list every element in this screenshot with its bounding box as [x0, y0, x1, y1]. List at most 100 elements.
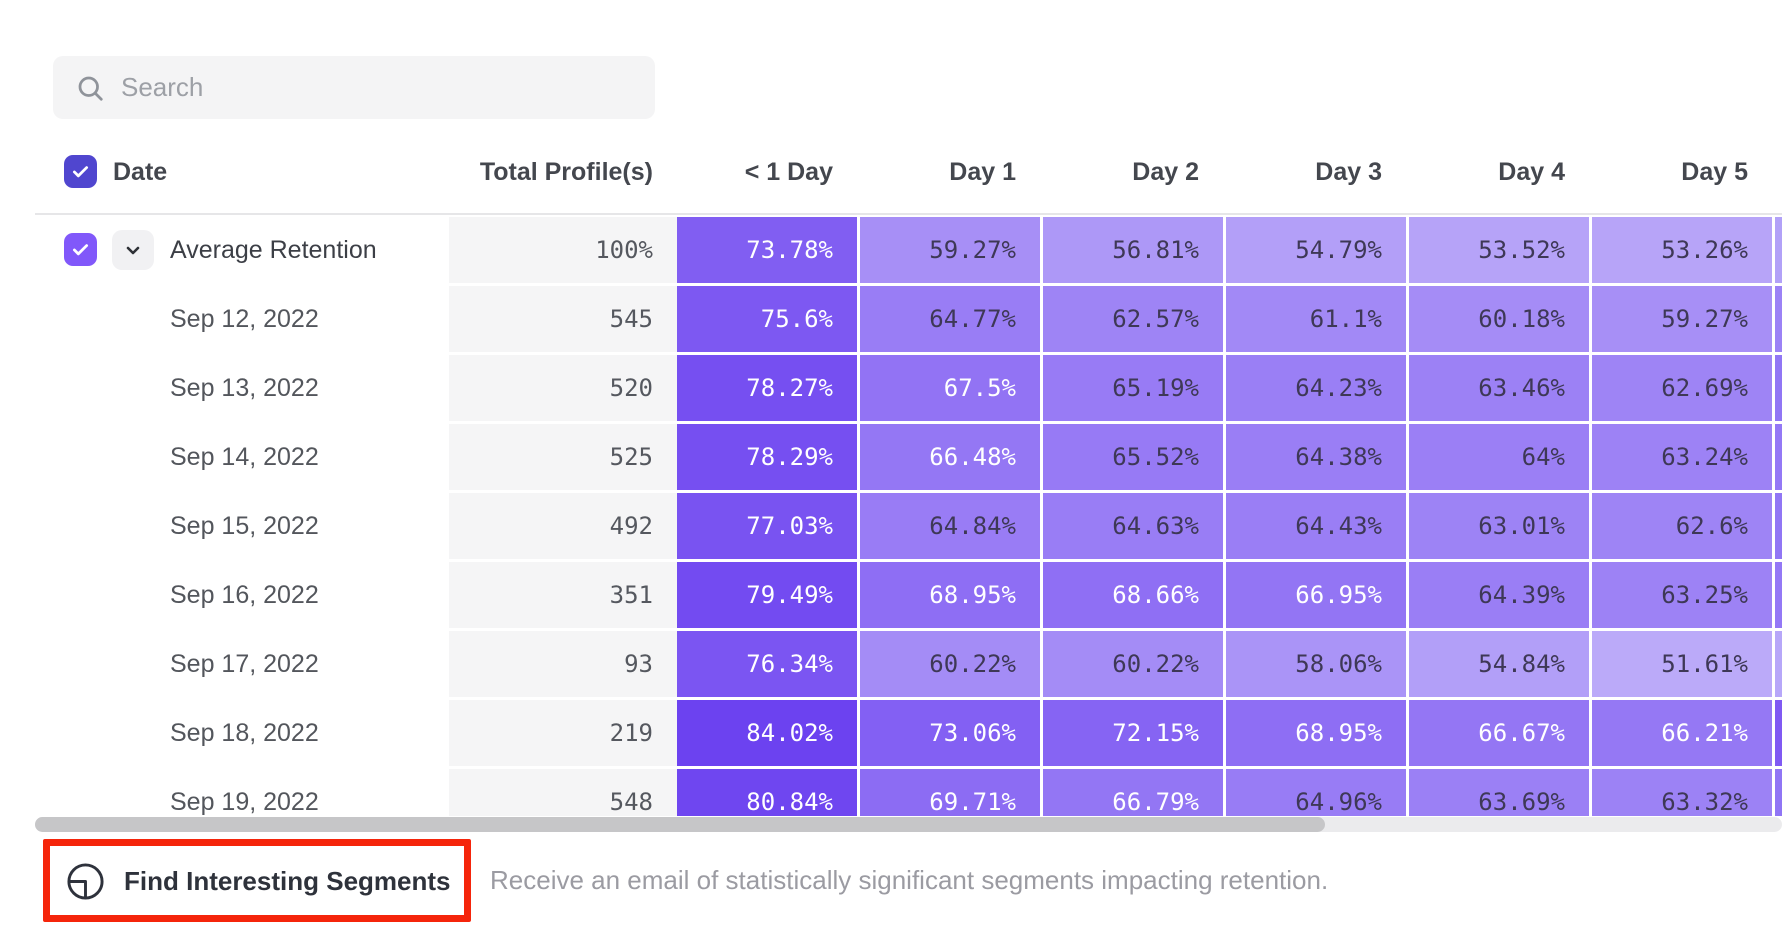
retention-cell[interactable]: 76.34% — [677, 631, 857, 697]
retention-cell[interactable]: 64.43% — [1226, 493, 1406, 559]
retention-cell[interactable]: 63.25% — [1592, 562, 1772, 628]
retention-cell[interactable]: 54.84% — [1409, 631, 1589, 697]
retention-cell[interactable]: 62.6% — [1592, 493, 1772, 559]
retention-cell[interactable]: 66.48% — [860, 424, 1040, 490]
row-label: Sep 12, 2022 — [170, 305, 319, 333]
table-row: Average Retention 100% 73.78% 59.27% 56.81% 5… — [0, 217, 1782, 283]
expand-row-button[interactable] — [112, 230, 154, 270]
search-input[interactable] — [105, 71, 655, 104]
column-header-date: Date — [113, 158, 168, 186]
cutoff-cell — [1775, 562, 1782, 628]
retention-cell[interactable]: 64.63% — [1043, 493, 1223, 559]
retention-cell[interactable]: 64.39% — [1409, 562, 1589, 628]
row-label: Sep 17, 2022 — [170, 650, 319, 678]
cutoff-cell — [1775, 493, 1782, 559]
retention-cell[interactable]: 73.06% — [860, 700, 1040, 766]
find-interesting-segments-label: Find Interesting Segments — [124, 865, 451, 896]
retention-cell[interactable]: 66.21% — [1592, 700, 1772, 766]
retention-cell[interactable]: 64% — [1409, 424, 1589, 490]
find-interesting-segments-button[interactable]: Find Interesting Segments — [66, 851, 451, 911]
retention-cell[interactable]: 58.06% — [1226, 631, 1406, 697]
cutoff-cell — [1775, 217, 1782, 283]
row-label: Sep 15, 2022 — [170, 512, 319, 540]
total-profiles-cell: 548 — [449, 769, 677, 816]
retention-cell[interactable]: 63.24% — [1592, 424, 1772, 490]
table-row: Sep 19, 2022 548 80.84% 69.71% 66.79% 64.96% 6… — [0, 769, 1782, 816]
retention-cell[interactable]: 64.23% — [1226, 355, 1406, 421]
retention-cell[interactable]: 78.29% — [677, 424, 857, 490]
total-profiles-cell: 93 — [449, 631, 677, 697]
retention-cell[interactable]: 60.18% — [1409, 286, 1589, 352]
table-row: Sep 18, 2022 219 84.02% 73.06% 72.15% 68.95% 6… — [0, 700, 1782, 766]
retention-cell[interactable]: 80.84% — [677, 769, 857, 816]
retention-cell[interactable]: 64.38% — [1226, 424, 1406, 490]
select-all-checkbox[interactable] — [64, 155, 97, 188]
cutoff-cell — [1775, 424, 1782, 490]
retention-cell[interactable]: 64.77% — [860, 286, 1040, 352]
retention-cell[interactable]: 60.22% — [860, 631, 1040, 697]
retention-cell[interactable]: 53.26% — [1592, 217, 1772, 283]
retention-cell[interactable]: 53.52% — [1409, 217, 1589, 283]
segment-icon — [67, 862, 104, 900]
row-label: Average Retention — [170, 236, 377, 264]
retention-cell[interactable]: 78.27% — [677, 355, 857, 421]
search-bar[interactable] — [53, 56, 655, 119]
retention-cell[interactable]: 77.03% — [677, 493, 857, 559]
retention-cell[interactable]: 61.1% — [1226, 286, 1406, 352]
retention-cell[interactable]: 54.79% — [1226, 217, 1406, 283]
column-header-day-2: Day 2 — [1132, 158, 1199, 186]
retention-cell[interactable]: 63.32% — [1592, 769, 1772, 816]
retention-cell[interactable]: 51.61% — [1592, 631, 1772, 697]
retention-cell[interactable]: 62.69% — [1592, 355, 1772, 421]
retention-cell[interactable]: 72.15% — [1043, 700, 1223, 766]
total-profiles-cell: 545 — [449, 286, 677, 352]
retention-table: Average Retention 100% 73.78% 59.27% 56.81% 5… — [0, 217, 1782, 816]
footer-description: Receive an email of statistically signif… — [490, 865, 1329, 895]
retention-cell[interactable]: 66.95% — [1226, 562, 1406, 628]
scrollbar-thumb[interactable] — [35, 817, 1325, 832]
retention-cell[interactable]: 84.02% — [677, 700, 857, 766]
retention-cell[interactable]: 65.19% — [1043, 355, 1223, 421]
retention-cell[interactable]: 65.52% — [1043, 424, 1223, 490]
retention-cell[interactable]: 73.78% — [677, 217, 857, 283]
retention-cell[interactable]: 69.71% — [860, 769, 1040, 816]
retention-cell[interactable]: 67.5% — [860, 355, 1040, 421]
column-header-total-profiles: Total Profile(s) — [479, 158, 653, 186]
retention-cell[interactable]: 59.27% — [860, 217, 1040, 283]
retention-cell[interactable]: 75.6% — [677, 286, 857, 352]
retention-cell[interactable]: 63.46% — [1409, 355, 1589, 421]
retention-cell[interactable]: 64.84% — [860, 493, 1040, 559]
retention-cell[interactable]: 56.81% — [1043, 217, 1223, 283]
column-header-day-1: Day 1 — [949, 158, 1016, 186]
total-profiles-cell: 351 — [449, 562, 677, 628]
table-row: Sep 14, 2022 525 78.29% 66.48% 65.52% 64.38% 6… — [0, 424, 1782, 490]
row-checkbox[interactable] — [64, 233, 97, 266]
retention-cell[interactable]: 62.57% — [1043, 286, 1223, 352]
retention-cell[interactable]: 64.96% — [1226, 769, 1406, 816]
column-header-day-3: Day 3 — [1315, 158, 1382, 186]
search-icon — [78, 76, 103, 101]
cutoff-cell — [1775, 631, 1782, 697]
checkmark-icon — [72, 166, 89, 178]
table-row: Sep 13, 2022 520 78.27% 67.5% 65.19% 64.23% 63… — [0, 355, 1782, 421]
horizontal-scrollbar[interactable] — [35, 817, 1782, 832]
row-label: Sep 19, 2022 — [170, 788, 319, 816]
retention-cell[interactable]: 63.69% — [1409, 769, 1589, 816]
column-header-day-0: < 1 Day — [744, 158, 833, 186]
retention-cell[interactable]: 79.49% — [677, 562, 857, 628]
column-header-day-4: Day 4 — [1498, 158, 1565, 186]
retention-cell[interactable]: 66.79% — [1043, 769, 1223, 816]
row-label: Sep 18, 2022 — [170, 719, 319, 747]
retention-cell[interactable]: 66.67% — [1409, 700, 1589, 766]
retention-cell[interactable]: 68.95% — [1226, 700, 1406, 766]
cutoff-cell — [1775, 700, 1782, 766]
header-divider — [35, 213, 1782, 215]
retention-cell[interactable]: 59.27% — [1592, 286, 1772, 352]
total-profiles-cell: 219 — [449, 700, 677, 766]
retention-cell[interactable]: 63.01% — [1409, 493, 1589, 559]
retention-cell[interactable]: 68.66% — [1043, 562, 1223, 628]
retention-cell[interactable]: 60.22% — [1043, 631, 1223, 697]
retention-cell[interactable]: 68.95% — [860, 562, 1040, 628]
row-label: Sep 13, 2022 — [170, 374, 319, 402]
